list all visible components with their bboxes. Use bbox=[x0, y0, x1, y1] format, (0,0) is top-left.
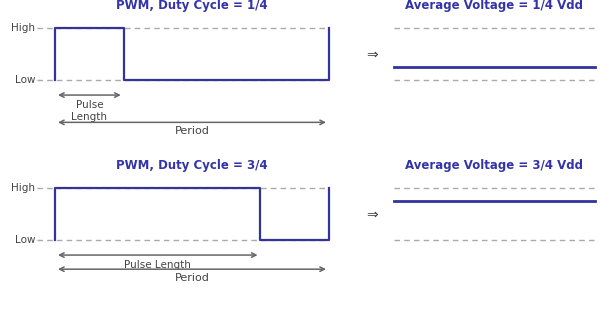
Text: ⇒: ⇒ bbox=[366, 207, 378, 221]
Text: High: High bbox=[11, 183, 35, 193]
Text: Pulse
Length: Pulse Length bbox=[71, 100, 107, 122]
Text: PWM, Duty Cycle = 3/4: PWM, Duty Cycle = 3/4 bbox=[116, 159, 268, 172]
Text: Low: Low bbox=[15, 75, 35, 85]
Text: PWM, Duty Cycle = 1/4: PWM, Duty Cycle = 1/4 bbox=[116, 0, 268, 12]
Text: High: High bbox=[11, 23, 35, 33]
Text: Pulse Length: Pulse Length bbox=[124, 260, 191, 270]
Text: Period: Period bbox=[175, 273, 209, 283]
Text: Low: Low bbox=[15, 235, 35, 245]
Text: ⇒: ⇒ bbox=[366, 47, 378, 61]
Text: Average Voltage = 3/4 Vdd: Average Voltage = 3/4 Vdd bbox=[406, 159, 583, 172]
Text: Average Voltage = 1/4 Vdd: Average Voltage = 1/4 Vdd bbox=[406, 0, 583, 12]
Text: Period: Period bbox=[175, 126, 209, 136]
